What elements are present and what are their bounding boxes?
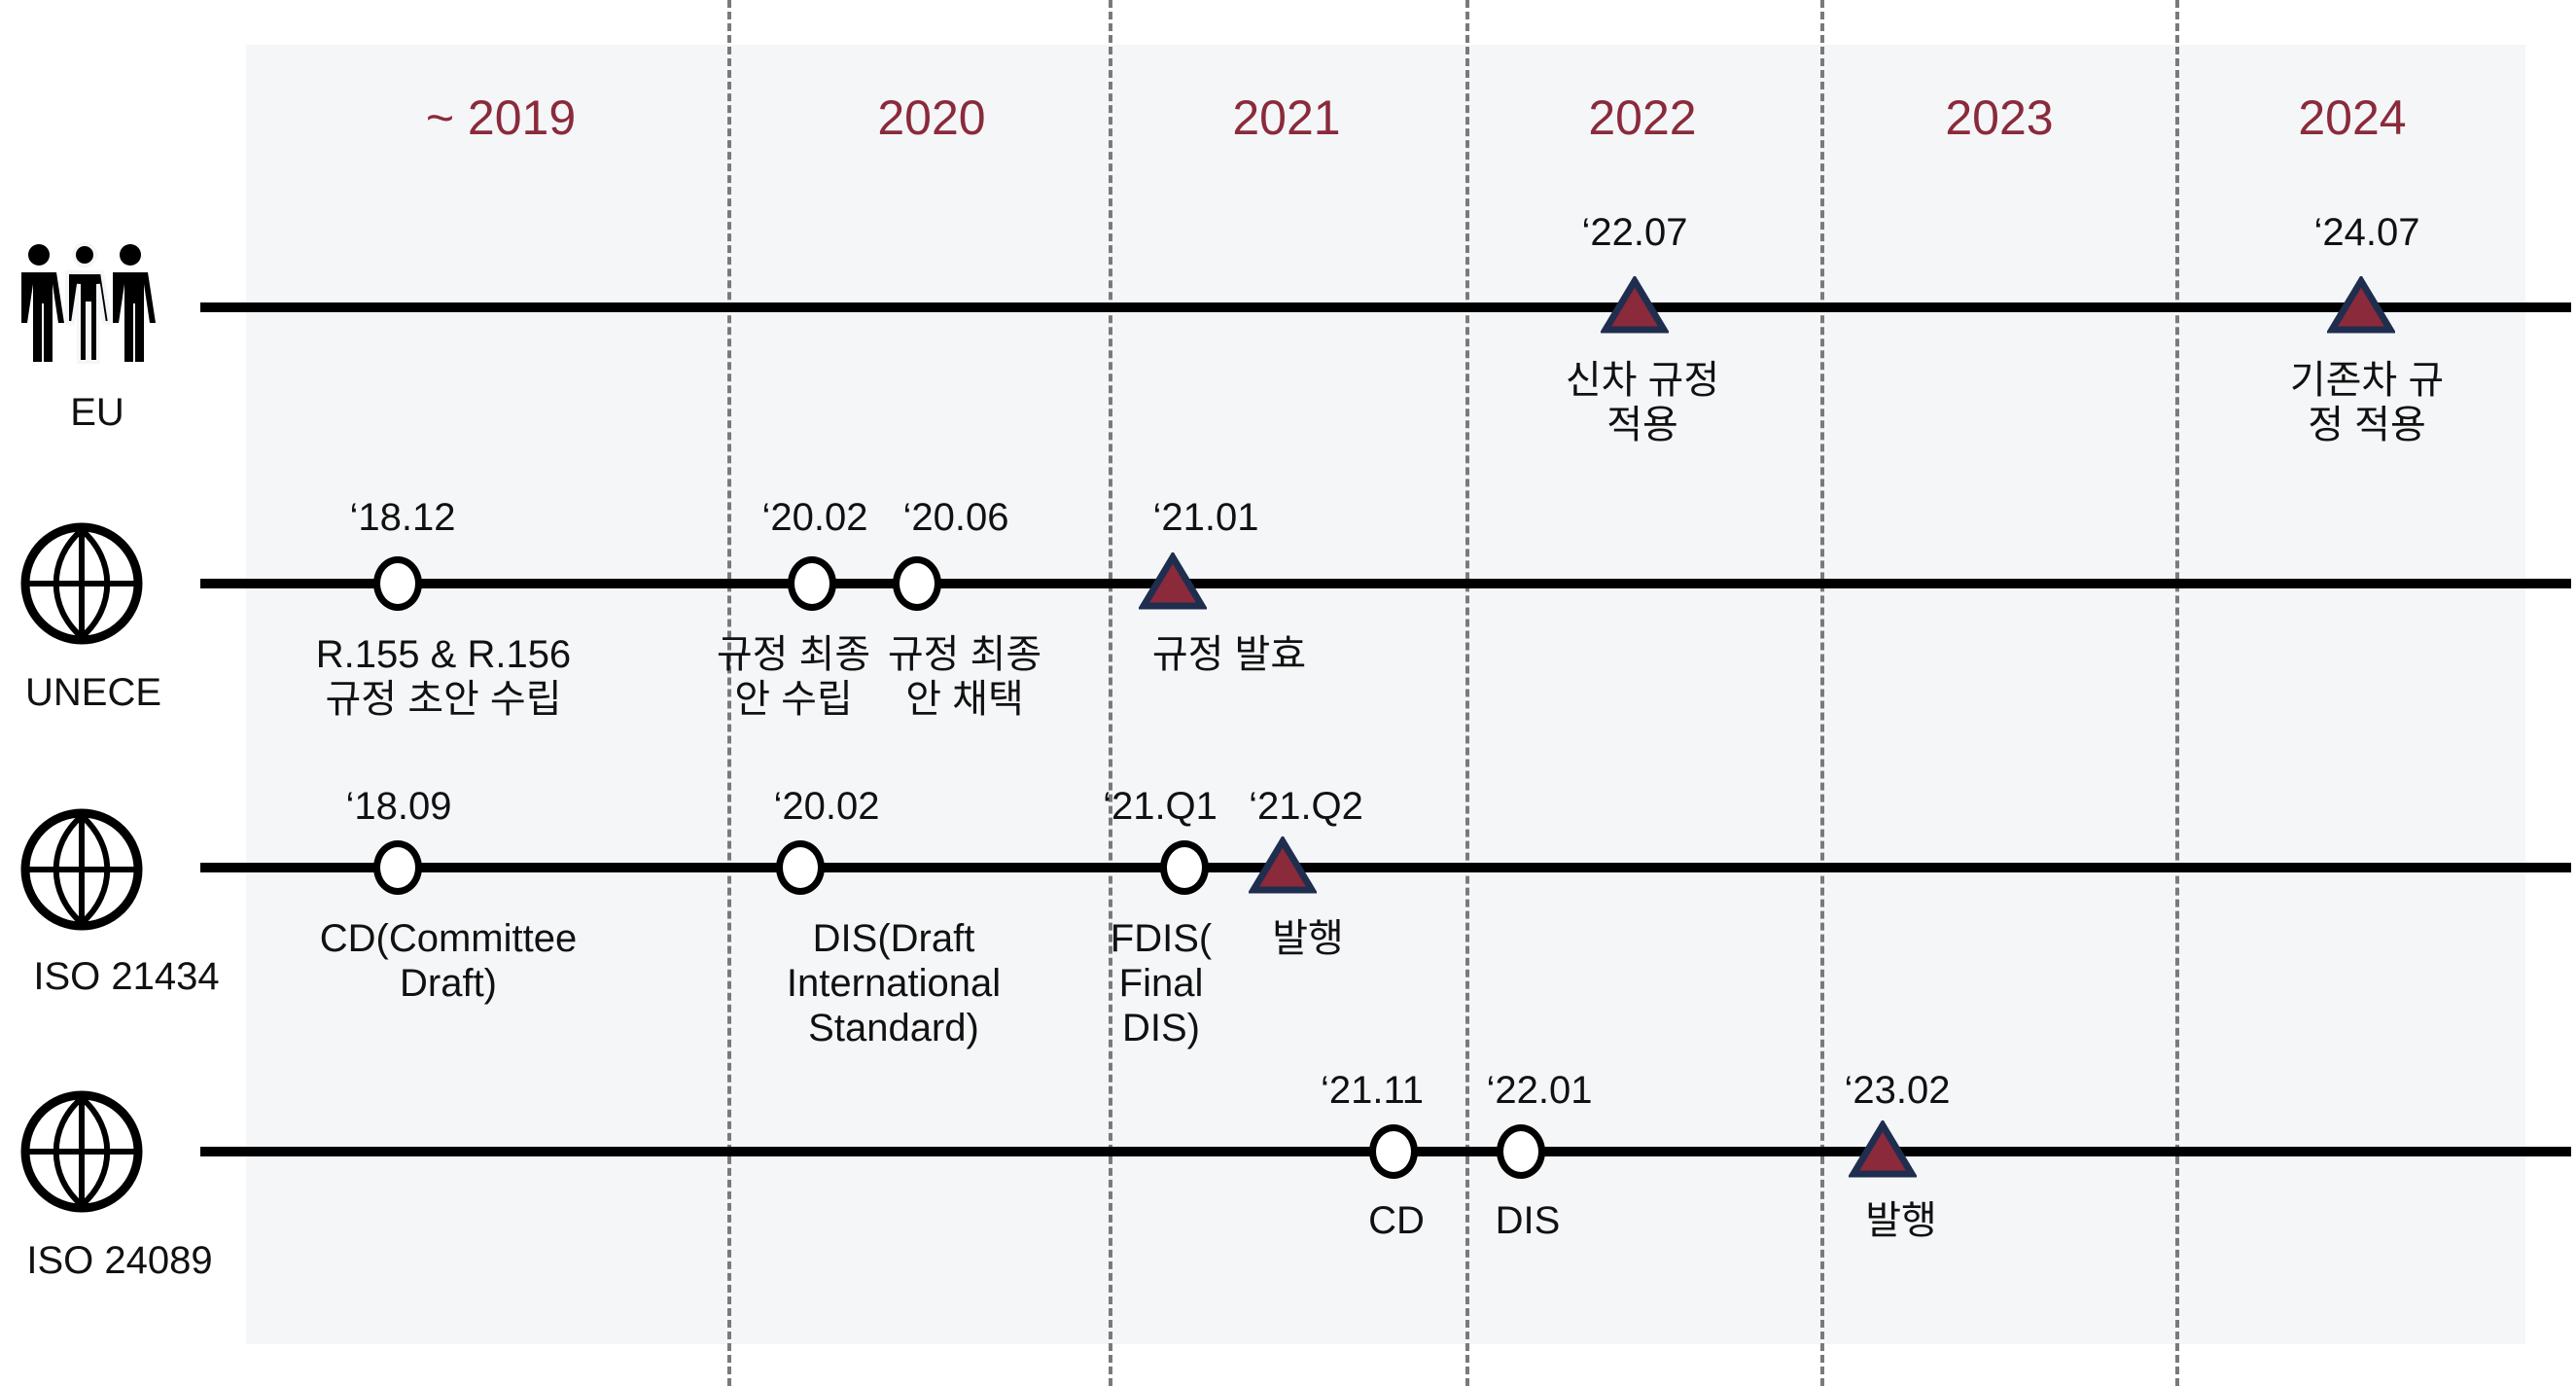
people-group-icon <box>12 241 158 382</box>
milestone-circle <box>776 840 825 895</box>
milestone-circle <box>788 556 836 611</box>
globe-icon <box>18 806 145 938</box>
globe-icon <box>18 520 145 652</box>
year-divider <box>1465 0 1469 1386</box>
event-label: CD(Committee Draft) <box>293 916 604 1006</box>
globe-icon <box>18 1088 145 1220</box>
event-label-line: 규정 초안 수립 <box>325 678 562 721</box>
event-date: ‘22.01 <box>1486 1069 1593 1112</box>
event-date: ‘21.01 <box>1152 496 1259 539</box>
event-label-line: R.155 & R.156 <box>315 633 572 676</box>
timeline-line <box>200 863 2571 872</box>
event-date: ‘20.06 <box>902 496 1009 539</box>
timeline-line <box>200 579 2571 588</box>
event-label: FDIS(Final DIS) <box>1006 916 1317 1050</box>
event-label-line: CD <box>1368 1199 1425 1242</box>
event-label: DIS(Draft International Standard) <box>738 916 1049 1050</box>
event-label-line: DIS) <box>1122 1007 1200 1049</box>
event-label-line: FDIS( <box>1110 917 1213 960</box>
event-label-line: Draft) <box>400 962 497 1005</box>
event-date: ‘18.09 <box>345 785 452 828</box>
year-header: 2023 <box>1945 90 2054 145</box>
event-label-line: DIS <box>1495 1199 1561 1242</box>
event-label-line: 발행 <box>1865 1199 1937 1242</box>
event-label: 규정 최종 안 채택 <box>809 632 1120 722</box>
milestone-circle <box>373 556 422 611</box>
event-label: 규정 최종 안 수립 <box>638 632 949 722</box>
event-label: 규정 발효 <box>1074 632 1385 677</box>
event-label-line: 적용 <box>1606 404 1678 446</box>
row-label: EU <box>70 391 124 434</box>
milestone-circle <box>1369 1124 1418 1179</box>
milestone-triangle <box>1599 274 1671 335</box>
year-header: ~ 2019 <box>425 90 577 145</box>
event-label-line: 규정 최종 <box>716 633 871 676</box>
milestone-triangle <box>1847 1119 1919 1179</box>
milestone-triangle <box>1247 835 1319 895</box>
milestone-triangle <box>1137 551 1209 611</box>
row-label: ISO 24089 <box>26 1239 213 1282</box>
row-label: UNECE <box>24 671 162 714</box>
event-date: ‘23.02 <box>1844 1069 1951 1112</box>
year-header: 2020 <box>877 90 986 145</box>
year-header: 2022 <box>1588 90 1697 145</box>
row-label: ISO 21434 <box>33 955 220 998</box>
milestone-circle <box>1160 840 1209 895</box>
year-divider <box>1109 0 1112 1386</box>
event-date: ‘21.Q1 <box>1103 785 1217 828</box>
event-label: CD <box>1241 1198 1552 1243</box>
milestone-circle <box>893 556 941 611</box>
milestone-circle <box>1497 1124 1545 1179</box>
year-divider <box>2175 0 2179 1386</box>
event-date: ‘20.02 <box>773 785 880 828</box>
event-label-line: International <box>786 962 1002 1005</box>
event-label-line: 기존차 규 <box>2289 359 2445 402</box>
event-label: 발행 <box>1746 1198 2057 1243</box>
event-date: ‘21.Q2 <box>1249 785 1363 828</box>
year-divider <box>1820 0 1824 1386</box>
event-label-line: 정 적용 <box>2308 404 2426 446</box>
event-label-line: 신차 규정 <box>1565 359 1720 402</box>
event-label-line: Standard) <box>808 1007 979 1049</box>
event-date: ‘21.11 <box>1320 1069 1424 1112</box>
event-label-line: DIS(Draft <box>812 917 975 960</box>
event-label: R.155 & R.156 규정 초안 수립 <box>288 632 599 722</box>
event-label: 신차 규정 적용 <box>1487 358 1798 447</box>
event-label: DIS <box>1372 1198 1683 1243</box>
year-divider <box>727 0 731 1386</box>
event-label-line: 안 수립 <box>734 678 853 721</box>
year-header: 2024 <box>2298 90 2407 145</box>
event-date: ‘18.12 <box>349 496 456 539</box>
event-label: 발행 <box>1152 916 1464 961</box>
event-label-line: CD(Committee <box>319 917 578 960</box>
milestone-triangle <box>2325 274 2397 335</box>
event-date: ‘22.07 <box>1581 211 1688 254</box>
event-label-line: 규정 최종 <box>887 633 1042 676</box>
event-date: ‘20.02 <box>761 496 868 539</box>
event-date: ‘24.07 <box>2313 211 2420 254</box>
event-label-line: Final <box>1118 962 1204 1005</box>
milestone-circle <box>373 840 422 895</box>
event-label-line: 규정 발효 <box>1151 633 1307 676</box>
event-label-line: 안 채택 <box>905 678 1024 721</box>
timeline-line <box>200 302 2571 312</box>
year-header: 2021 <box>1232 90 1341 145</box>
event-label-line: 발행 <box>1272 917 1344 960</box>
